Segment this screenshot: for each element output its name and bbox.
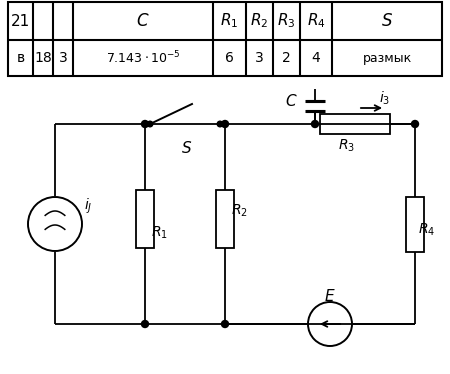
Text: 2: 2 xyxy=(282,51,291,65)
Text: $E$: $E$ xyxy=(324,288,336,304)
Text: 4: 4 xyxy=(311,51,320,65)
Text: $R_2$: $R_2$ xyxy=(230,203,248,219)
Bar xyxy=(136,190,154,248)
Text: $R_4$: $R_4$ xyxy=(418,222,436,238)
Circle shape xyxy=(411,120,418,128)
Bar xyxy=(216,190,234,248)
Circle shape xyxy=(141,120,149,128)
Text: 21: 21 xyxy=(11,13,30,28)
Text: $R_2$: $R_2$ xyxy=(250,12,269,30)
Text: $i_3$: $i_3$ xyxy=(379,89,391,107)
Text: $C$: $C$ xyxy=(285,93,297,109)
Text: в: в xyxy=(17,51,25,65)
Circle shape xyxy=(147,121,153,127)
Text: $S$: $S$ xyxy=(181,140,193,156)
Text: $R_3$: $R_3$ xyxy=(338,138,356,154)
Text: $i_J$: $i_J$ xyxy=(84,196,92,216)
Text: $R_4$: $R_4$ xyxy=(306,12,325,30)
Circle shape xyxy=(311,120,319,128)
Bar xyxy=(320,114,390,134)
Text: $R_3$: $R_3$ xyxy=(277,12,296,30)
Circle shape xyxy=(221,120,229,128)
Text: $C$: $C$ xyxy=(136,12,150,30)
Text: 6: 6 xyxy=(225,51,234,65)
Circle shape xyxy=(221,321,229,328)
Text: $R_1$: $R_1$ xyxy=(151,225,167,241)
Bar xyxy=(8,2,442,76)
Circle shape xyxy=(141,321,149,328)
Text: $7.143 \cdot 10^{-5}$: $7.143 \cdot 10^{-5}$ xyxy=(106,50,180,66)
Text: 18: 18 xyxy=(34,51,52,65)
Text: размык: размык xyxy=(362,52,412,64)
Bar xyxy=(406,196,424,251)
Circle shape xyxy=(217,121,223,127)
Text: 3: 3 xyxy=(255,51,264,65)
Text: $R_1$: $R_1$ xyxy=(220,12,238,30)
Text: $S$: $S$ xyxy=(381,12,393,30)
Text: 3: 3 xyxy=(58,51,68,65)
